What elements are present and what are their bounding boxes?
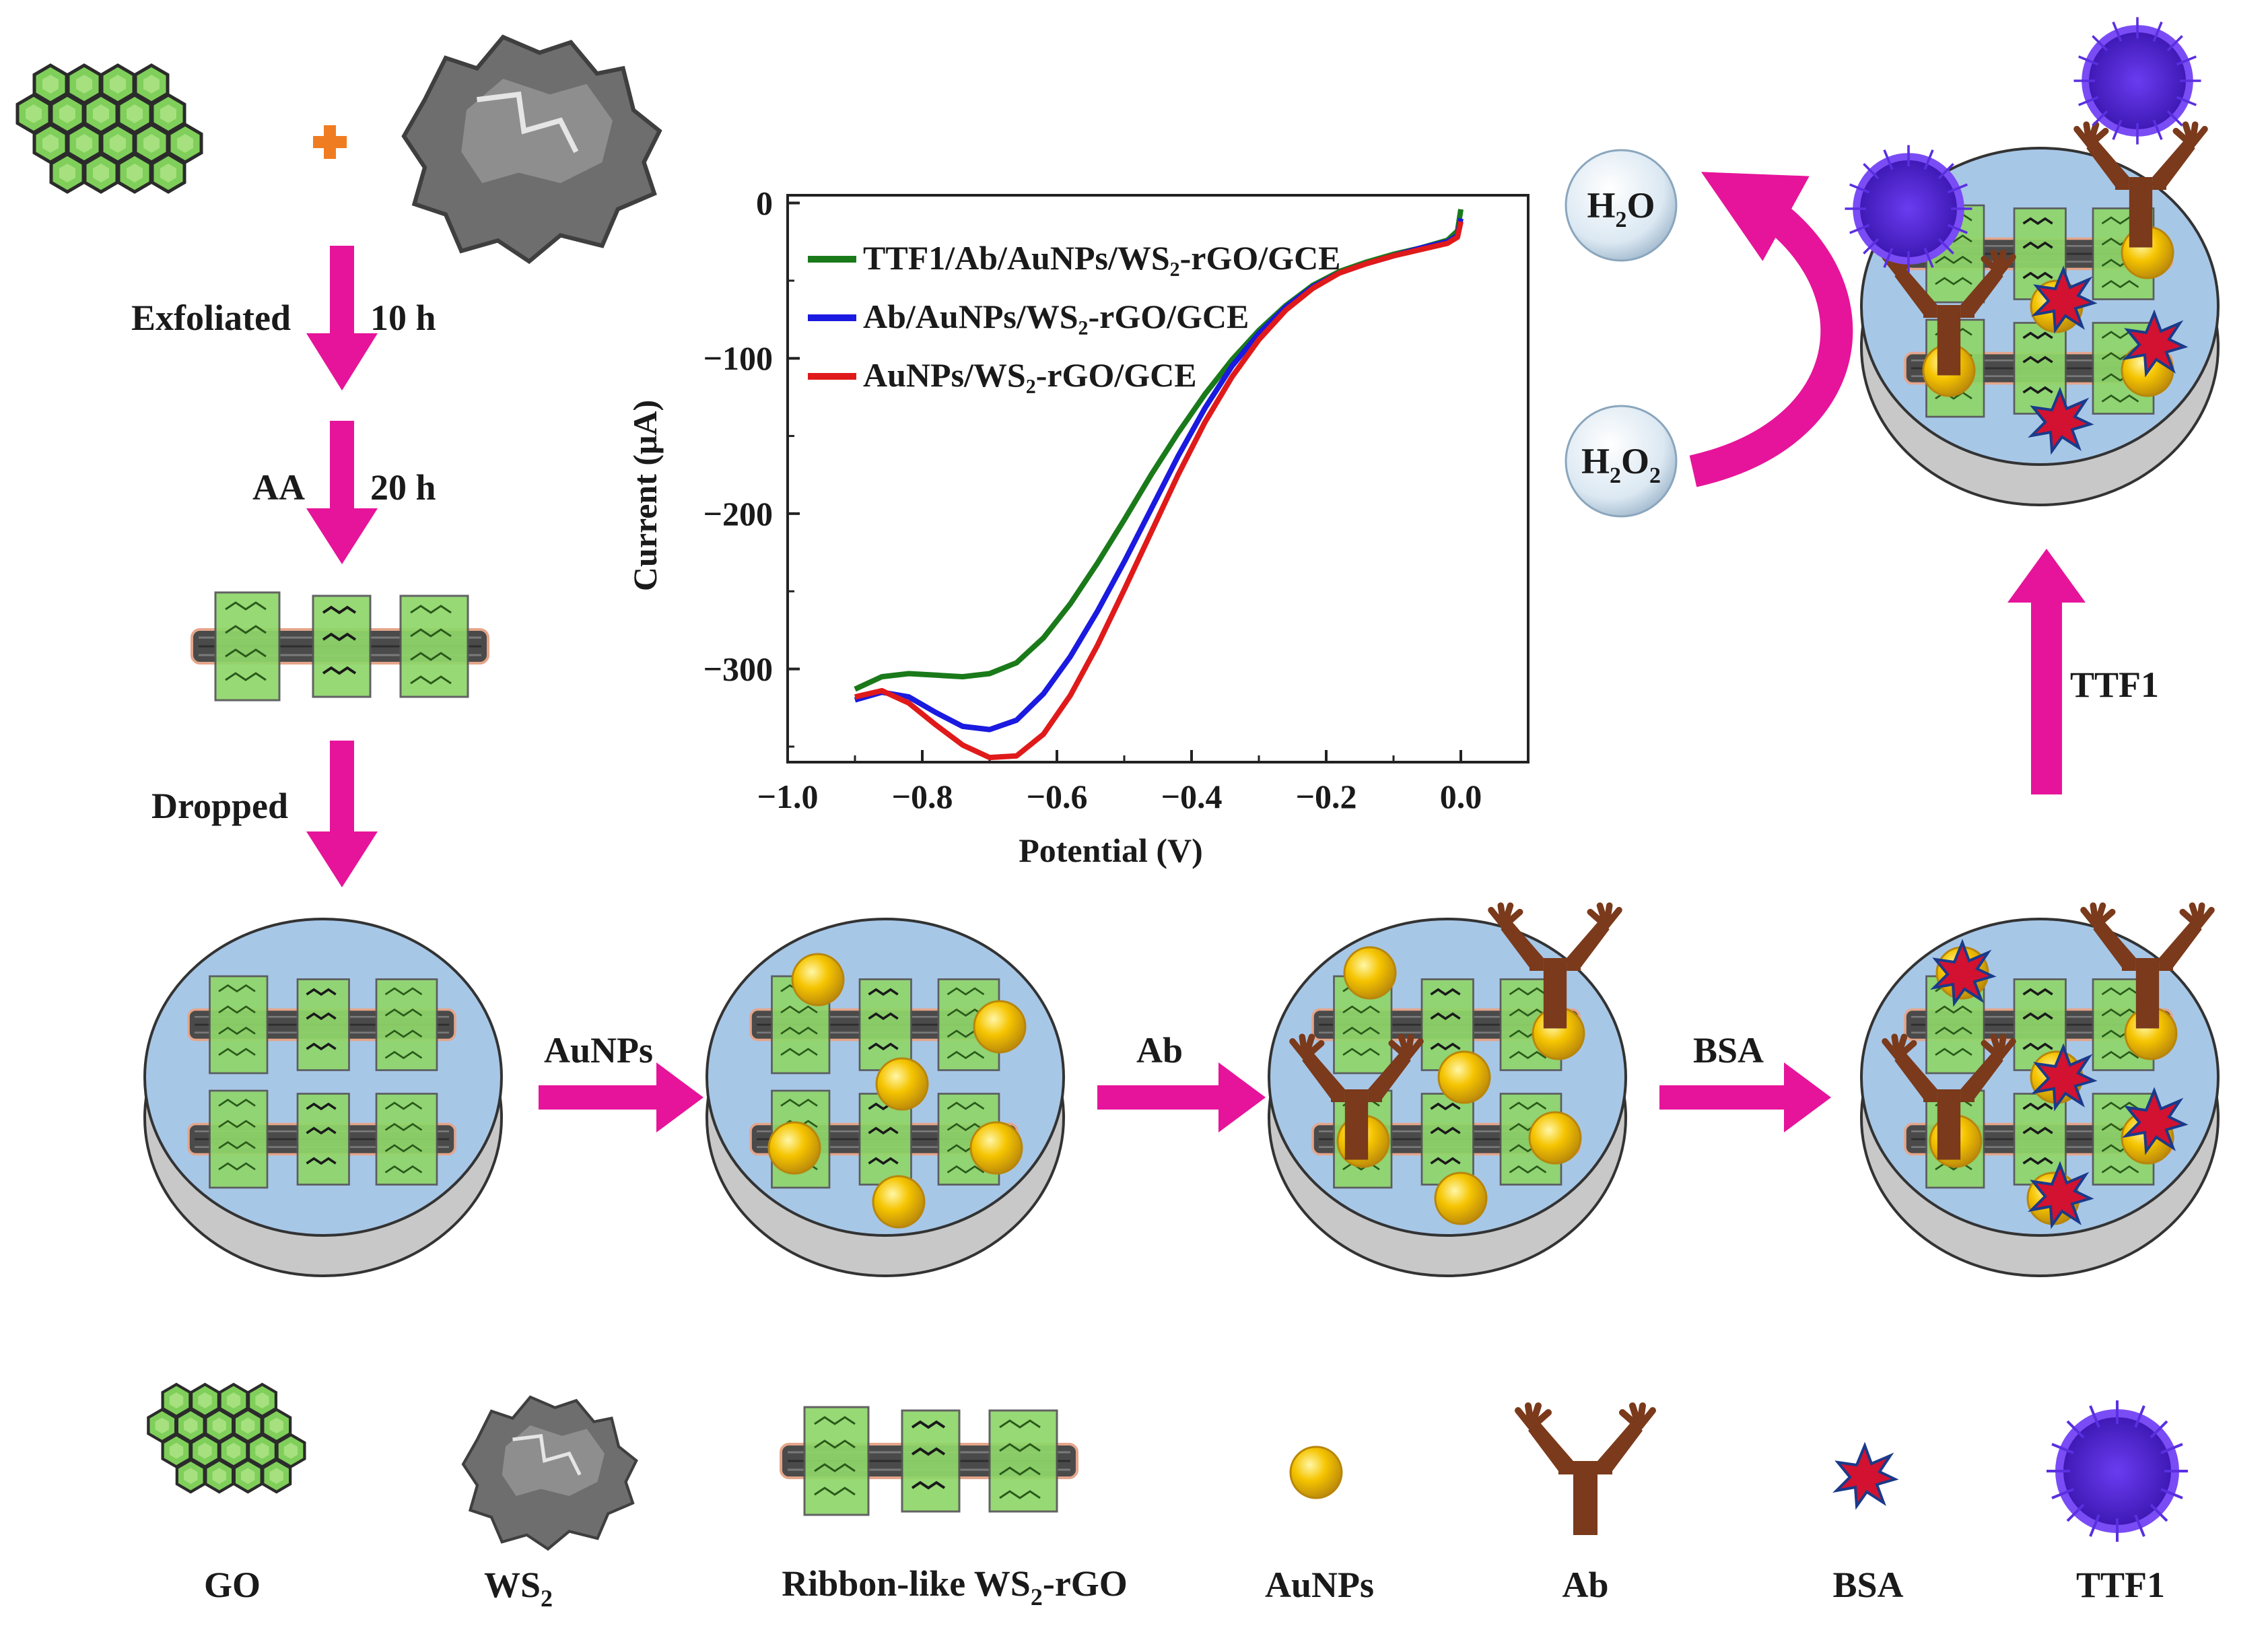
legend-ribbon-sub: 2 <box>1031 1584 1043 1610</box>
y-tick-label: −300 <box>703 650 774 688</box>
label-dropped: Dropped <box>151 786 288 826</box>
h2o2-sub1: 2 <box>1610 463 1621 488</box>
series-line-1 <box>854 209 1464 692</box>
h2o2-bubble: H2O2 <box>1565 405 1678 518</box>
legend-ws2-sub: 2 <box>541 1585 553 1612</box>
y-tick-label: 0 <box>756 184 773 222</box>
svg-text:H2O2: H2O2 <box>1581 441 1661 488</box>
electrode-bsa <box>1860 906 2220 1277</box>
arrowhead-bsa <box>1784 1062 1831 1132</box>
legend-bsa-label: BSA <box>1832 1565 1903 1605</box>
legend-bsa-icon <box>1835 1444 1896 1507</box>
lsv-chart: −1.0 −0.8 −0.6 −0.4 −0.2 0.0 0 −100 −200 −300 Pote… <box>626 184 1530 869</box>
chart-frame <box>786 194 1530 763</box>
label-exfoliated: Exfoliated <box>131 298 291 338</box>
legend-ribbon-post: -rGO <box>1043 1563 1128 1604</box>
legend-ttf1-label: TTF1 <box>2076 1565 2165 1605</box>
legend-ribbon-pre: Ribbon-like WS <box>782 1563 1031 1604</box>
legend-ws2-main: WS <box>484 1565 541 1605</box>
electrode-aunps <box>706 918 1065 1277</box>
label-ttf1-step: TTF1 <box>2070 665 2159 705</box>
h2o-h: H <box>1587 185 1615 226</box>
arrowhead-exfoliate <box>306 333 378 390</box>
label-aa: AA <box>252 467 305 508</box>
legend-ab-label: Ab <box>1562 1565 1608 1605</box>
legend-ribbon-label: Ribbon-like WS2-rGO <box>782 1563 1128 1610</box>
h2o2-h: H <box>1581 441 1610 481</box>
arrowhead-aa <box>306 508 378 564</box>
y-axis-label: Current (μA) <box>626 400 664 591</box>
h2o-bubble: H2O <box>1565 149 1678 262</box>
label-ab-step: Ab <box>1136 1030 1183 1070</box>
x-tick-label: −0.6 <box>1027 778 1088 815</box>
y-tick-label: −100 <box>703 339 774 377</box>
electrode-ws2-rgo <box>143 918 503 1277</box>
x-tick-label: −0.8 <box>892 778 953 815</box>
h2o2-o: O <box>1621 441 1649 481</box>
legend-go-icon <box>148 1384 304 1492</box>
label-20h: 20 h <box>370 467 436 508</box>
label-10h: 10 h <box>370 298 436 338</box>
h2o-o: O <box>1627 185 1655 226</box>
x-axis-label: Potential (V) <box>1019 831 1203 869</box>
legend-ws2-label: WS2 <box>484 1565 553 1612</box>
legend-ab-icon <box>1518 1406 1653 1535</box>
label-aunps-step: AuNPs <box>544 1030 653 1070</box>
h2o-sub: 2 <box>1616 207 1627 232</box>
arrowhead-ab <box>1218 1062 1266 1132</box>
svg-text:H2O: H2O <box>1587 185 1655 232</box>
legend-ttf1-icon <box>2045 1399 2189 1543</box>
legend-ribbon-icon <box>780 1406 1078 1516</box>
reaction-arrow <box>1689 172 1853 487</box>
x-tick-label: 0.0 <box>1440 778 1482 815</box>
ribbon-product <box>191 591 489 702</box>
x-tick-label: −0.2 <box>1296 778 1357 815</box>
legend-aunps-label: AuNPs <box>1265 1565 1374 1605</box>
legend-entry-3: AuNPs/WS₂-rGO/GCE <box>863 356 1197 394</box>
legend-entry-2: Ab/AuNPs/WS₂-rGO/GCE <box>863 298 1249 335</box>
go-starting-material <box>18 65 201 192</box>
x-tick-label: −0.4 <box>1161 778 1223 815</box>
ws2-starting-material <box>404 37 660 261</box>
label-bsa-step: BSA <box>1693 1030 1764 1070</box>
h2o2-sub2: 2 <box>1649 463 1661 488</box>
electrode-ttf1 <box>1843 15 2220 506</box>
legend-ws2-icon <box>463 1397 636 1549</box>
legend-entry-1: TTF1/Ab/AuNPs/WS₂-rGO/GCE <box>863 239 1341 277</box>
arrowhead-ttf1 <box>2007 549 2086 603</box>
legend-aunps-icon <box>1289 1446 1343 1499</box>
y-tick-label: −200 <box>703 495 774 533</box>
arrowhead-dropped <box>306 831 378 887</box>
legend-go-label: GO <box>204 1565 261 1605</box>
x-tick-label: −1.0 <box>757 778 819 815</box>
arrowhead-aunps <box>656 1062 703 1132</box>
electrode-ab <box>1268 906 1627 1277</box>
series-line-2 <box>854 217 1464 733</box>
series-line-3 <box>854 221 1464 761</box>
plus-sign <box>313 125 347 159</box>
